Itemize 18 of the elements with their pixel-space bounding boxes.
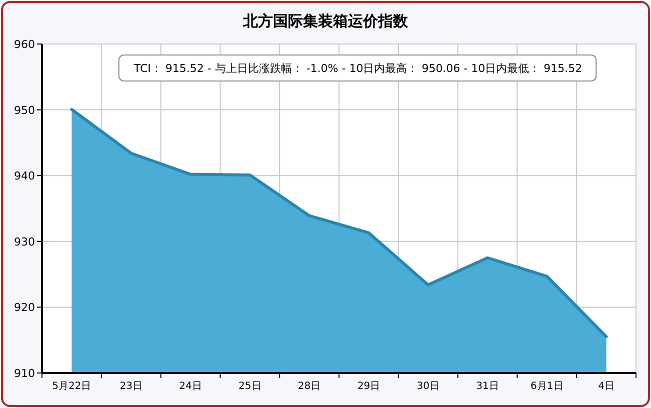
y-tick-label: 920 [14,301,35,314]
x-tick-label: 4日 [598,381,614,392]
x-tick-label: 28日 [298,381,321,392]
y-tick-label: 930 [14,235,35,248]
x-tick-label: 5月22日 [52,381,92,392]
x-tick-label: 30日 [416,381,440,392]
annotation: TCI： 915.52 - 与上日比涨跌幅： -1.0% - 10日内最高： 950.06 - 10日内最低： 915.52 [132,62,582,75]
chart-title: 北方国际集装箱运价指数 [242,12,409,30]
x-tick-label: 24日 [179,381,202,392]
y-tick-label: 940 [14,170,35,183]
x-tick-label: 23日 [120,381,142,392]
x-tick-label: 29日 [357,381,380,392]
y-tick-label: 950 [14,104,35,117]
x-tick-label: 6月1日 [530,381,564,392]
x-tick-label: 25日 [238,381,262,392]
y-tick-label: 910 [14,367,35,380]
x-tick-label: 31日 [476,381,499,392]
y-tick-label: 960 [14,38,35,51]
